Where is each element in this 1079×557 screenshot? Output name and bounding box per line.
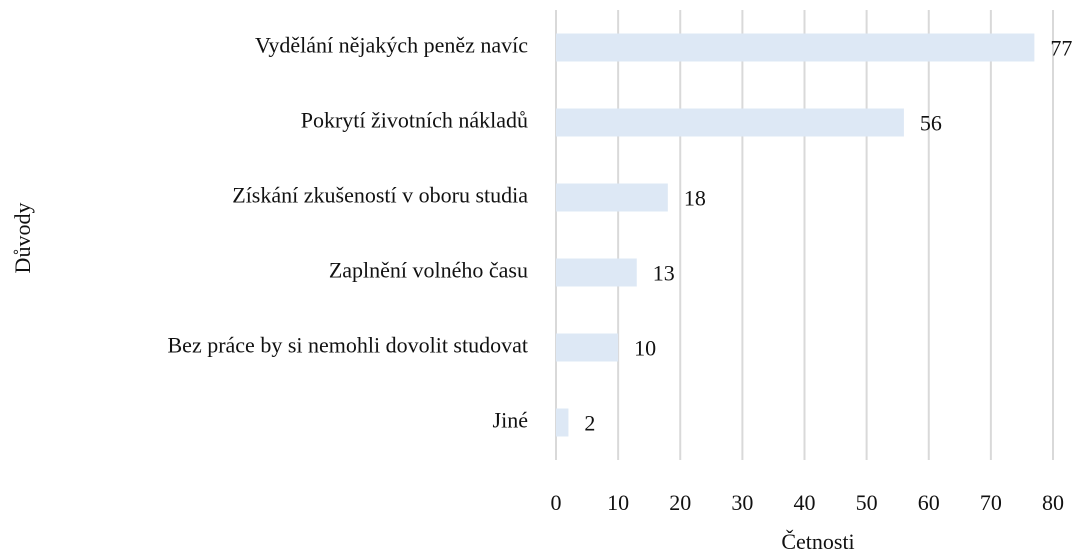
bar [556,333,619,362]
y-tick-label: Bez práce by si nemohli dovolit studovat [168,333,529,358]
data-label: 2 [584,411,595,436]
data-label: 13 [653,261,675,286]
x-tick-label: 50 [856,490,878,515]
bar [556,183,668,212]
data-label: 77 [1050,36,1072,61]
x-tick-label: 10 [607,490,629,515]
x-tick-label: 30 [731,490,753,515]
x-tick-label: 40 [794,490,816,515]
y-tick-label: Zaplnění volného času [329,258,528,283]
bar [556,33,1035,62]
y-axis-label: Důvody [10,203,35,274]
x-tick-label: 20 [669,490,691,515]
bar [556,408,569,437]
x-tick-label: 80 [1042,490,1064,515]
data-label: 56 [920,111,942,136]
x-tick-label: 60 [918,490,940,515]
bar [556,108,904,137]
bar [556,258,637,287]
x-tick-label: 0 [551,490,562,515]
y-tick-label: Pokrytí životních nákladů [301,108,528,133]
data-label: 10 [634,336,656,361]
data-label: 18 [684,186,706,211]
x-axis-label: Četnosti [781,529,854,554]
y-tick-label: Získání zkušeností v oboru studia [232,183,528,208]
y-tick-label: Vydělání nějakých peněz navíc [255,33,528,58]
x-tick-label: 70 [980,490,1002,515]
y-tick-label: Jiné [493,408,528,433]
